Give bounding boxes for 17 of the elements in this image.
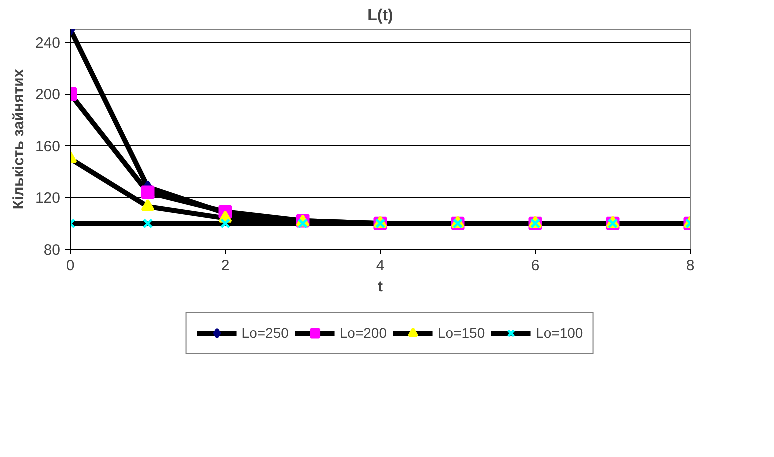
legend-label: Lo=150: [438, 325, 486, 341]
y-tick-label: 160: [35, 138, 61, 156]
chart-title: L(t): [368, 8, 394, 24]
x-tick-label: 2: [221, 258, 230, 274]
y-tick-label: 200: [35, 86, 61, 104]
x-tick-label: 8: [686, 258, 695, 274]
legend-label: Lo=200: [340, 325, 387, 341]
legend-label: Lo=100: [536, 325, 584, 341]
y-tick-label: 240: [35, 34, 61, 52]
x-tick-label: 0: [66, 258, 75, 274]
x-tick-label: 6: [531, 258, 540, 274]
x-tick-label: 4: [376, 258, 385, 274]
y-tick-label: 120: [35, 190, 61, 208]
y-axis-title: Кількість зайнятих: [10, 68, 28, 210]
y-tick-label: 80: [44, 242, 61, 259]
x-axis-title: t: [378, 278, 383, 296]
legend-label: Lo=250: [242, 325, 289, 341]
